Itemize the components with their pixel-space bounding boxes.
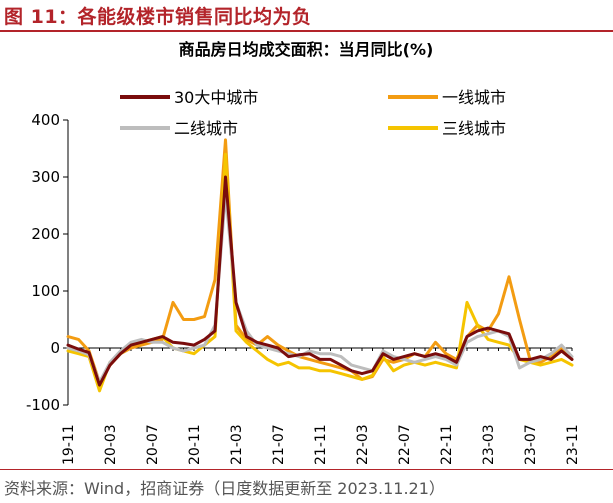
x-tick-label: 22-03	[355, 424, 371, 465]
series-line-2	[66, 192, 574, 384]
x-tick-label: 20-07	[145, 424, 161, 465]
x-tick-label: 20-03	[103, 424, 119, 465]
series-lines	[66, 138, 574, 393]
x-tick-label: 22-07	[397, 424, 413, 465]
x-tick-label: 23-03	[481, 424, 497, 465]
axes: -100 0 100 200 300 400 19-11 20-03 20-07 20-11 21-…	[26, 111, 581, 465]
x-tick-label: 20-11	[187, 424, 203, 465]
series-line-0	[66, 175, 574, 387]
x-tick-label: 23-07	[523, 424, 539, 465]
y-tick-label: 200	[31, 225, 60, 243]
x-tick-label: 19-11	[61, 424, 77, 465]
series-line-1	[66, 138, 574, 384]
x-tick-label: 23-11	[565, 424, 581, 465]
y-tick-label: 300	[31, 168, 60, 186]
legend-label: 30大中城市	[174, 88, 258, 107]
x-tick-label: 21-11	[313, 424, 329, 465]
x-tick-label: 21-07	[271, 424, 287, 465]
title-rule	[0, 30, 613, 32]
legend-label: 二线城市	[174, 119, 238, 138]
x-tick-label: 22-11	[439, 424, 455, 465]
figure-title: 图 11：各能级楼市销售同比均为负	[4, 6, 312, 28]
x-tick-label: 21-03	[229, 424, 245, 465]
legend-label: 一线城市	[442, 88, 506, 107]
series-line-3	[66, 152, 574, 393]
legend-label: 三线城市	[442, 119, 506, 138]
y-tick-label: -100	[26, 396, 60, 414]
y-tick-label: 100	[31, 282, 60, 300]
source-note: 资料来源：Wind，招商证券（日度数据更新至 2023.11.21）	[4, 479, 445, 498]
chart-title: 商品房日均成交面积：当月同比(%)	[179, 40, 434, 59]
y-tick-label: 0	[50, 339, 60, 357]
source-rule	[0, 469, 613, 470]
y-tick-label: 400	[31, 111, 60, 129]
